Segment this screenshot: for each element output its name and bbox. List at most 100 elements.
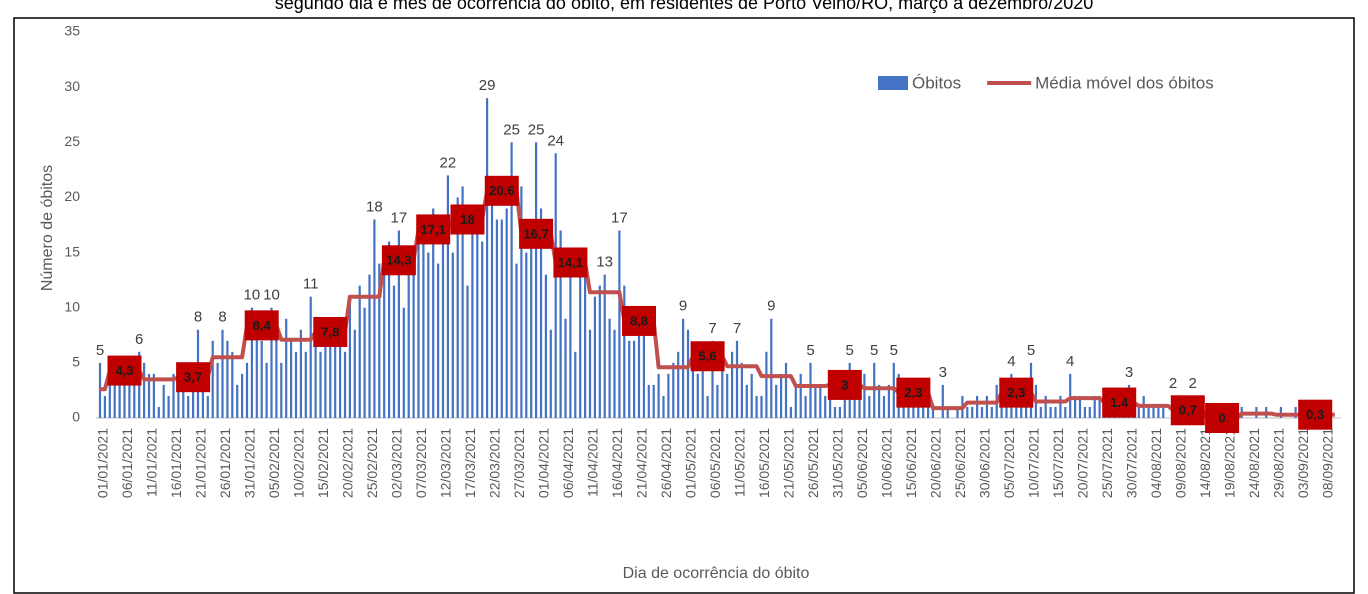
bar: [407, 252, 410, 418]
bar: [956, 406, 959, 418]
bar: [549, 329, 552, 418]
bar: [1049, 406, 1052, 418]
bar: [1147, 406, 1150, 418]
data-label: 9: [679, 298, 687, 315]
bar: [637, 329, 641, 418]
bar: [799, 373, 802, 418]
x-tick-label: 11/04/2021: [585, 428, 601, 497]
bar: [971, 406, 974, 418]
data-label: 5: [806, 342, 814, 359]
bar: [1098, 395, 1101, 418]
x-tick-label: 26/05/2021: [805, 428, 821, 498]
data-label: 18: [460, 212, 474, 227]
bar: [211, 340, 214, 418]
bar: [471, 208, 474, 418]
bar: [255, 318, 258, 418]
x-tick-label: 04/08/2021: [1148, 428, 1164, 498]
data-label: 14,1: [558, 255, 583, 270]
bar: [1093, 395, 1096, 418]
bar: [750, 373, 753, 418]
data-label: 16,7: [523, 226, 548, 241]
data-label: 3: [1125, 364, 1133, 381]
bar: [731, 351, 734, 418]
legend-label: Média móvel dos óbitos: [1035, 73, 1214, 92]
bar: [559, 230, 562, 418]
x-tick-label: 30/07/2021: [1124, 428, 1140, 498]
label-box: [827, 369, 862, 400]
bar: [657, 373, 660, 418]
bar: [760, 395, 763, 418]
bar: [618, 230, 621, 418]
data-label: 9: [767, 298, 775, 315]
bar: [1157, 406, 1160, 418]
bar: [363, 307, 366, 418]
data-label: 3,7: [184, 370, 202, 385]
bar: [863, 373, 866, 418]
x-tick-label: 01/05/2021: [683, 428, 699, 498]
bar: [133, 373, 136, 418]
y-tick-label: 15: [64, 243, 80, 259]
x-tick-label: 03/09/2021: [1295, 428, 1311, 498]
bar: [226, 340, 229, 418]
label-box: [1298, 399, 1333, 430]
bar: [309, 296, 312, 418]
x-tick-label: 16/01/2021: [168, 428, 184, 498]
bar: [368, 274, 371, 418]
x-tick-label: 25/06/2021: [952, 428, 968, 498]
bar: [412, 263, 415, 418]
bar: [397, 230, 400, 418]
label-box: [381, 245, 416, 276]
bar: [201, 384, 204, 418]
bar: [505, 208, 508, 418]
bar: [819, 384, 822, 418]
bar: [329, 329, 332, 418]
bar: [422, 241, 425, 418]
bar: [608, 318, 611, 418]
bar: [260, 340, 263, 418]
bar: [740, 362, 743, 418]
data-label: 5: [890, 342, 898, 359]
bar: [103, 395, 106, 418]
bar: [672, 362, 675, 418]
bar: [334, 340, 337, 418]
label-box: [1102, 387, 1137, 418]
data-label: 18: [366, 198, 383, 215]
label-box: [107, 355, 142, 386]
data-label: 14,3: [386, 253, 411, 268]
bar: [388, 241, 391, 418]
bar: [843, 384, 846, 418]
bar: [598, 285, 601, 418]
y-axis-label: Número de óbitos: [39, 165, 56, 291]
x-tick-label: 15/06/2021: [903, 428, 919, 498]
bar: [726, 373, 729, 418]
bar: [946, 406, 949, 418]
x-tick-label: 29/08/2021: [1271, 428, 1287, 498]
data-label: 4,3: [115, 363, 133, 378]
label-box: [313, 316, 348, 347]
bar: [285, 318, 288, 418]
y-tick-label: 20: [64, 188, 80, 204]
label-box: [622, 305, 656, 336]
bar: [858, 395, 861, 418]
bar: [1044, 395, 1047, 418]
bar: [1152, 406, 1155, 418]
bar: [314, 340, 317, 418]
label-box: [1170, 395, 1205, 426]
data-label: 5,6: [699, 349, 717, 364]
x-tick-label: 20/07/2021: [1075, 428, 1091, 498]
x-tick-label: 26/01/2021: [217, 428, 233, 498]
bar: [392, 285, 396, 418]
data-label: 17: [611, 209, 628, 226]
bar: [437, 263, 440, 418]
bar: [358, 285, 361, 418]
data-label: 25: [503, 121, 520, 138]
bar: [187, 395, 190, 418]
chart-title: segundo dia e mês de ocorrência do óbito…: [275, 0, 1093, 13]
x-tick-label: 21/04/2021: [634, 428, 650, 498]
label-box: [176, 362, 211, 393]
data-label: 6: [135, 331, 143, 348]
label-box: [1205, 403, 1240, 433]
bar: [853, 384, 856, 418]
bar: [446, 175, 449, 418]
bar: [603, 274, 606, 418]
